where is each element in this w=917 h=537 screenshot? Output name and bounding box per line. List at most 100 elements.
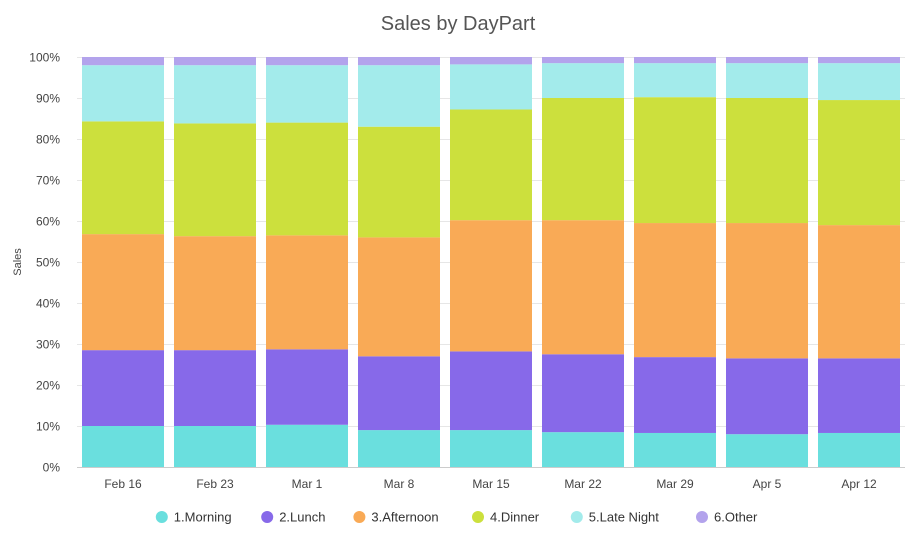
bar-segment[interactable] (82, 350, 164, 426)
bar-segment[interactable] (726, 57, 808, 64)
bar-segment[interactable] (450, 57, 532, 65)
legend-item[interactable]: 2.Lunch (261, 510, 325, 525)
bar-segment[interactable] (634, 223, 716, 358)
bar-segment[interactable] (726, 358, 808, 435)
y-tick-label: 80% (36, 133, 60, 147)
y-tick-label: 60% (36, 215, 60, 229)
y-tick-label: 20% (36, 379, 60, 393)
legend[interactable]: 1.Morning 2.Lunch 3.Afternoon 4.Dinner 5.Lat… (155, 510, 758, 525)
bar-segment[interactable] (726, 98, 808, 224)
bar-segment[interactable] (818, 100, 900, 226)
bar-segment[interactable] (818, 358, 900, 433)
legend-label: 5.Late Night (589, 510, 659, 525)
legend-item[interactable]: 5.Late Night (570, 510, 659, 525)
legend-swatch (261, 511, 274, 523)
x-tick-label: Mar 15 (472, 477, 510, 491)
bar-segment[interactable] (726, 63, 808, 98)
bar-segment[interactable] (542, 432, 624, 467)
bar-stack[interactable] (358, 57, 440, 467)
bar-segment[interactable] (174, 350, 256, 426)
bar-segment[interactable] (82, 426, 164, 467)
bar-segment[interactable] (174, 426, 256, 467)
x-tick-label: Feb 23 (196, 477, 234, 491)
y-tick-label: 90% (36, 92, 60, 106)
bar-segment[interactable] (82, 234, 164, 351)
bar-stack[interactable] (818, 57, 900, 467)
bar-segment[interactable] (818, 432, 900, 467)
bar-segment[interactable] (358, 430, 440, 467)
bar-segment[interactable] (174, 57, 256, 66)
bar-segment[interactable] (634, 63, 716, 98)
bar-segment[interactable] (358, 356, 440, 431)
x-tick-label: Mar 1 (292, 477, 323, 491)
x-tick-label: Mar 22 (564, 477, 602, 491)
bar-segment[interactable] (174, 236, 256, 351)
bar-segment[interactable] (542, 220, 624, 355)
legend-item[interactable]: 6.Other (696, 510, 758, 525)
x-tick-label: Mar 8 (384, 477, 415, 491)
bar-segment[interactable] (358, 126, 440, 238)
bar-stack[interactable] (542, 57, 624, 467)
legend-label: 1.Morning (174, 510, 232, 525)
bar-stack[interactable] (634, 57, 716, 467)
bar-segment[interactable] (818, 63, 900, 101)
x-tick-label: Apr 12 (841, 477, 877, 491)
bar-segment[interactable] (266, 65, 348, 123)
bar-segment[interactable] (266, 57, 348, 66)
bar-stack[interactable] (726, 57, 808, 467)
legend-item[interactable]: 1.Morning (155, 510, 232, 525)
bar-segment[interactable] (818, 225, 900, 359)
legend-label: 4.Dinner (490, 510, 540, 525)
legend-swatch (155, 511, 168, 523)
bar-segment[interactable] (450, 220, 532, 352)
bar-segment[interactable] (542, 354, 624, 433)
bar-segment[interactable] (634, 432, 716, 467)
bar-segment[interactable] (266, 122, 348, 236)
y-tick-label: 0% (43, 461, 61, 475)
bar-stack[interactable] (450, 57, 532, 467)
bar-segment[interactable] (358, 65, 440, 127)
bar-segment[interactable] (542, 57, 624, 64)
y-tick-label: 30% (36, 338, 60, 352)
bar-segment[interactable] (450, 351, 532, 431)
y-tick-label: 70% (36, 174, 60, 188)
bar-segment[interactable] (82, 121, 164, 235)
bar-stack[interactable] (82, 57, 164, 467)
bar-segment[interactable] (82, 57, 164, 66)
legend-label: 2.Lunch (279, 510, 325, 525)
bar-stack[interactable] (266, 57, 348, 467)
legend-item[interactable]: 3.Afternoon (353, 510, 439, 525)
bar-segment[interactable] (634, 357, 716, 433)
bar-segment[interactable] (266, 424, 348, 467)
bar-segment[interactable] (542, 98, 624, 221)
legend-swatch (353, 511, 366, 523)
bar-segment[interactable] (450, 64, 532, 110)
bar-segment[interactable] (634, 97, 716, 224)
x-tick-label: Apr 5 (753, 477, 782, 491)
bar-segment[interactable] (634, 57, 716, 64)
bar-segment[interactable] (450, 430, 532, 467)
chart-title: Sales by DayPart (381, 13, 536, 35)
bar-segment[interactable] (266, 235, 348, 350)
bar-segment[interactable] (542, 63, 624, 98)
bar-segment[interactable] (358, 57, 440, 66)
legend-label: 3.Afternoon (371, 510, 438, 525)
y-tick-label: 100% (29, 51, 60, 65)
bar-segment[interactable] (726, 223, 808, 359)
x-tick-label: Feb 16 (104, 477, 142, 491)
legend-item[interactable]: 4.Dinner (472, 510, 540, 525)
bars (82, 57, 900, 467)
bar-stack[interactable] (174, 57, 256, 467)
bar-segment[interactable] (82, 65, 164, 122)
bar-segment[interactable] (450, 109, 532, 221)
bar-segment[interactable] (174, 65, 256, 124)
bar-segment[interactable] (818, 57, 900, 64)
y-tick-label: 50% (36, 256, 60, 270)
bar-segment[interactable] (358, 237, 440, 357)
bar-segment[interactable] (266, 349, 348, 425)
bar-segment[interactable] (174, 123, 256, 237)
legend-swatch (696, 511, 708, 523)
bar-segment[interactable] (726, 434, 808, 467)
